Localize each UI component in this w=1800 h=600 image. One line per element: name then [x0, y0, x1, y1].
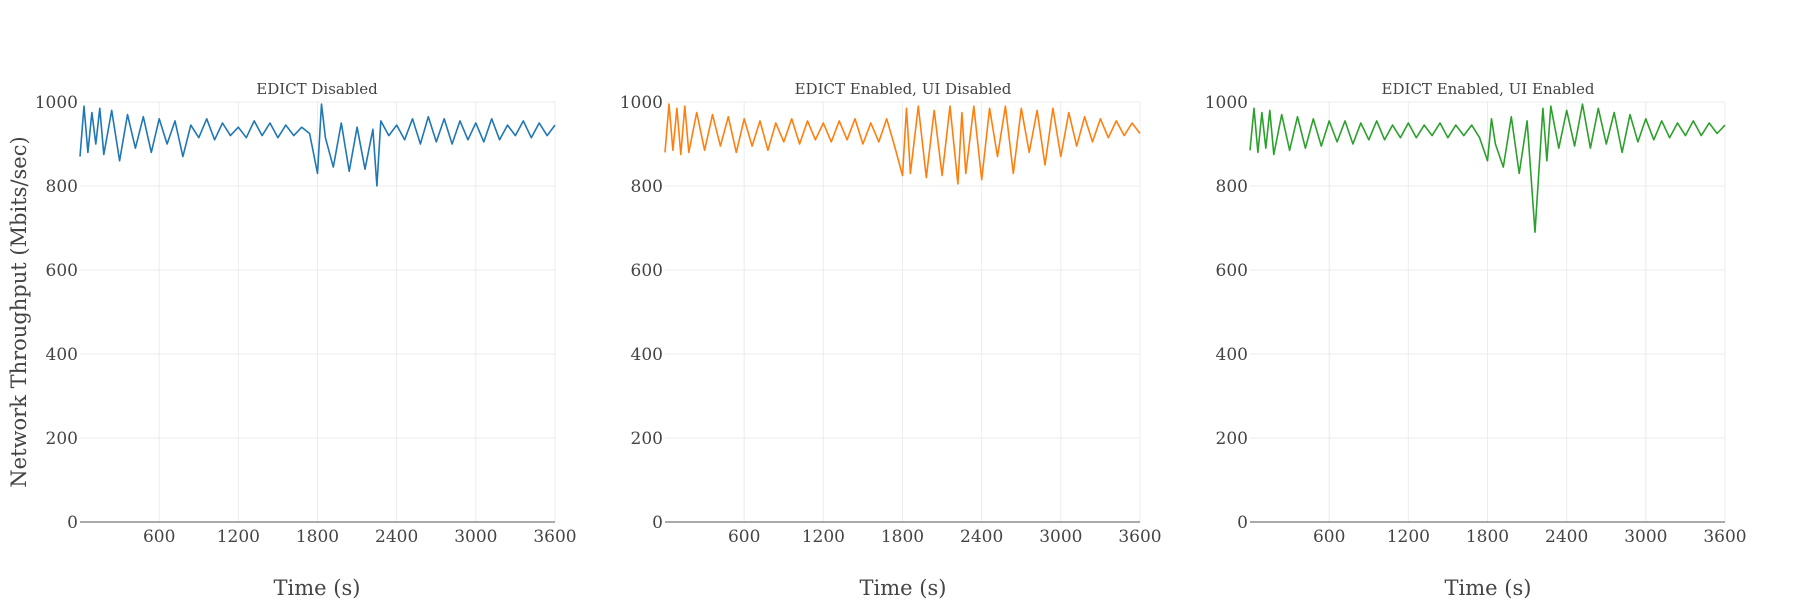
y-tick-label: 0: [1237, 513, 1248, 533]
x-tick-label: 1200: [802, 527, 845, 547]
panel-edict-enabled-ui-disabled: EDICT Enabled, UI Disabled Time (s) 0 200…: [620, 80, 1162, 600]
x-tick-label: 2400: [1545, 527, 1588, 547]
x-tick-label: 3600: [1703, 527, 1746, 547]
gridlines: [80, 101, 556, 522]
y-tick-label: 200: [46, 429, 78, 449]
x-tick-label: 2400: [375, 527, 418, 547]
panel-title: EDICT Disabled: [256, 80, 378, 98]
y-tick-label: 400: [1216, 345, 1248, 365]
y-tick-label: 800: [631, 177, 663, 197]
panel-edict-disabled: EDICT Disabled Time (s) 0 200 400 600 800 100…: [35, 80, 577, 600]
y-tick-label: 400: [631, 345, 663, 365]
x-axis-label: Time (s): [274, 576, 361, 600]
panel-title: EDICT Enabled, UI Enabled: [1382, 80, 1595, 98]
gridlines: [1250, 101, 1726, 522]
x-tick-label: 3000: [454, 527, 497, 547]
y-tick-label: 200: [1216, 429, 1248, 449]
x-tick-label: 1200: [1387, 527, 1430, 547]
y-tick-label: 600: [46, 261, 78, 281]
x-axis-label: Time (s): [1445, 576, 1532, 600]
series-line: [664, 103, 1141, 185]
y-tick-label: 600: [1216, 261, 1248, 281]
y-axis-label: Network Throughput (Mbits/sec): [7, 136, 31, 487]
x-tick-label: 1800: [296, 527, 339, 547]
x-tick-label: 600: [728, 527, 760, 547]
x-tick-label: 3600: [1118, 527, 1161, 547]
series-line: [79, 103, 556, 187]
x-tick-label: 1800: [881, 527, 924, 547]
panel-title: EDICT Enabled, UI Disabled: [795, 80, 1012, 98]
y-tick-label: 1000: [1205, 93, 1248, 113]
y-tick-label: 0: [67, 513, 78, 533]
y-tick-label: 0: [652, 513, 663, 533]
y-tick-label: 800: [46, 177, 78, 197]
y-tick-label: 1000: [35, 93, 78, 113]
y-tick-label: 400: [46, 345, 78, 365]
y-tick-label: 200: [631, 429, 663, 449]
x-tick-label: 600: [143, 527, 175, 547]
x-tick-label: 1200: [217, 527, 260, 547]
panel-edict-enabled-ui-enabled: EDICT Enabled, UI Enabled Time (s) 0 200 4…: [1205, 80, 1747, 600]
y-tick-label: 1000: [620, 93, 663, 113]
y-tick-label: 600: [631, 261, 663, 281]
x-tick-label: 3600: [533, 527, 576, 547]
x-axis-label: Time (s): [860, 576, 947, 600]
y-tick-label: 800: [1216, 177, 1248, 197]
series-line: [1249, 103, 1726, 233]
x-tick-label: 600: [1313, 527, 1345, 547]
x-tick-label: 3000: [1624, 527, 1667, 547]
x-tick-label: 3000: [1039, 527, 1082, 547]
x-tick-label: 2400: [960, 527, 1003, 547]
x-tick-label: 1800: [1466, 527, 1509, 547]
